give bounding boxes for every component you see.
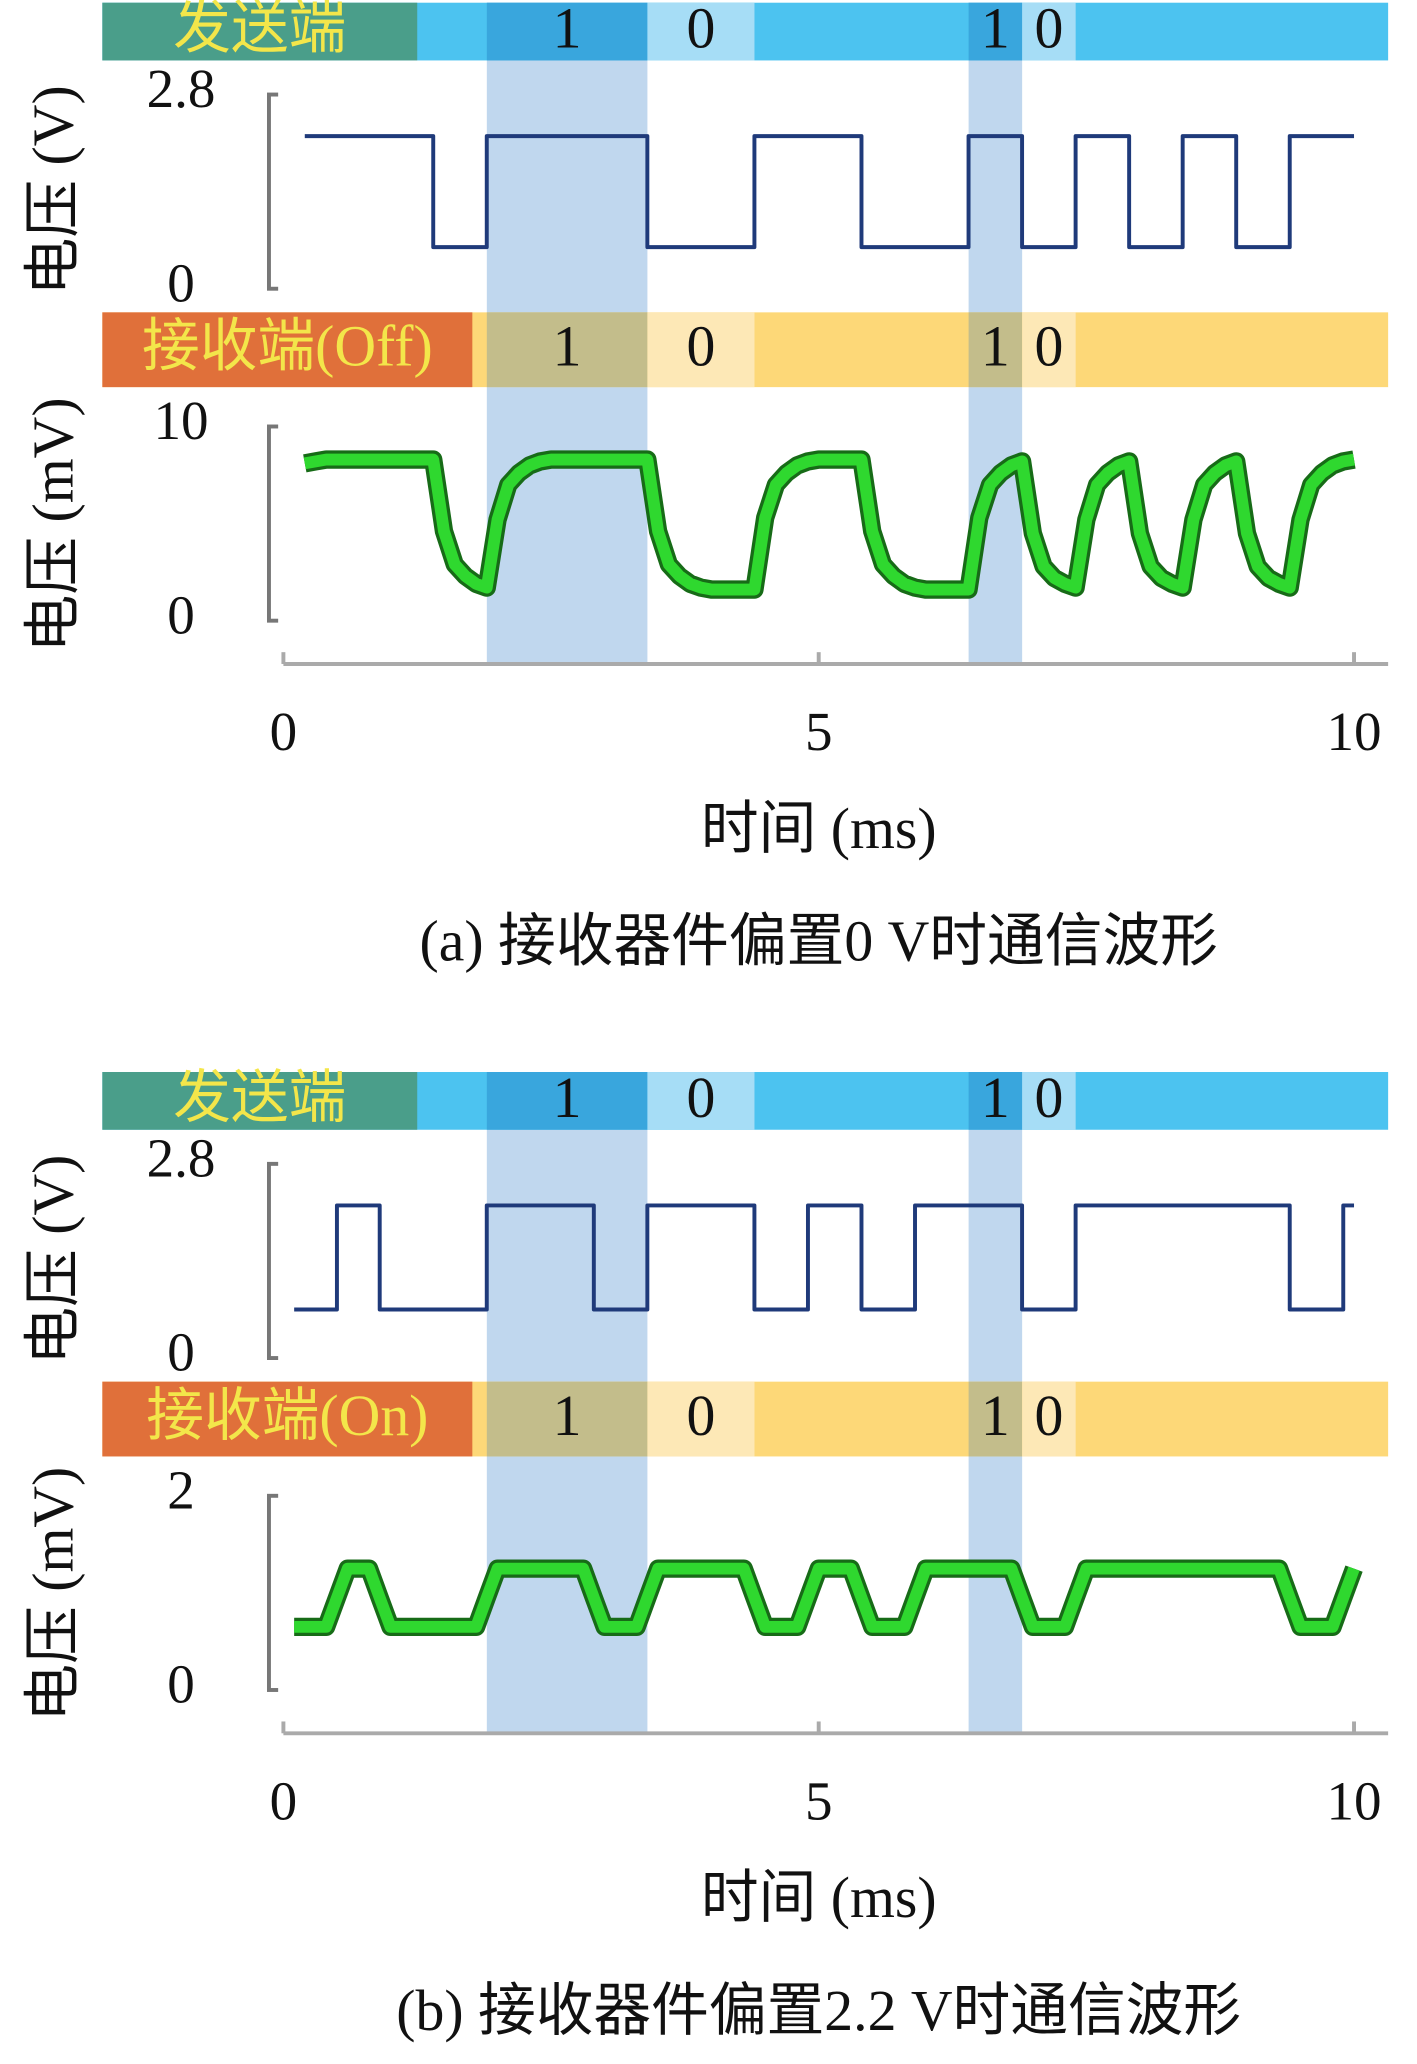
bit-segment <box>968 2 1023 61</box>
bit-label: 1 <box>553 0 582 60</box>
bit-label: 0 <box>1034 1385 1063 1448</box>
y-axis-label: 电压 (V) <box>22 85 85 295</box>
x-tick-label: 0 <box>270 701 298 762</box>
x-axis-label: 时间 (ms) <box>701 1867 937 1930</box>
bit-segment <box>486 1381 648 1457</box>
bit-segment <box>968 1072 1023 1130</box>
signal-trace <box>304 134 1355 250</box>
banner-label-box <box>102 2 418 61</box>
bit-label: 0 <box>687 1385 716 1448</box>
bit-label: 1 <box>553 316 582 379</box>
y-tick-label: 2.8 <box>147 1128 216 1189</box>
banner-label: 发送端 <box>173 1067 346 1130</box>
signal-trace <box>303 453 1356 596</box>
x-tick-label: 5 <box>805 1770 833 1831</box>
x-axis-label: 时间 (ms) <box>701 798 937 861</box>
bit-segment <box>1022 312 1076 388</box>
bit-segment <box>647 1381 755 1457</box>
bit-label: 0 <box>687 0 716 60</box>
caption: (a) 接收器件偏置0 V时通信波形 <box>420 911 1218 974</box>
banner-label-box <box>102 1072 418 1130</box>
bit-segment <box>486 1072 648 1130</box>
bit-segment <box>1022 2 1076 61</box>
bit-segment <box>968 312 1023 388</box>
bit-label: 1 <box>553 1385 582 1448</box>
y-axis-label: 电压 (V) <box>22 1155 85 1365</box>
signal-trace <box>294 1203 1355 1312</box>
signal-trace-outline <box>294 1559 1363 1637</box>
bit-segment <box>647 2 755 61</box>
bit-label: 1 <box>981 1067 1010 1130</box>
y-axis-label: 电压 (mV) <box>22 1467 85 1722</box>
signal-trace <box>294 1562 1360 1633</box>
banner-label-box <box>102 312 473 388</box>
bit-segment <box>486 312 648 388</box>
bit-label: 0 <box>687 316 716 379</box>
bit-label: 0 <box>1034 316 1063 379</box>
banner-label: 接收端(On) <box>146 1385 428 1448</box>
bit-label: 0 <box>1034 0 1063 60</box>
y-tick-label: 0 <box>167 252 195 313</box>
y-tick-label: 0 <box>167 1654 195 1715</box>
bit-label: 1 <box>981 0 1010 60</box>
bit-segment <box>1022 1072 1076 1130</box>
bit-label: 1 <box>553 1067 582 1130</box>
y-tick-label: 10 <box>154 390 209 451</box>
y-tick-label: 2 <box>167 1459 195 1520</box>
bit-label: 0 <box>687 1067 716 1130</box>
banner-label: 接收端(Off) <box>142 316 433 379</box>
y-tick-label: 0 <box>167 1322 195 1383</box>
bit-segment <box>647 312 755 388</box>
bit-segment <box>968 1381 1023 1457</box>
banner-label: 发送端 <box>173 0 346 60</box>
y-tick-label: 0 <box>167 584 195 645</box>
y-axis-label: 电压 (mV) <box>22 397 85 652</box>
bit-segment <box>486 2 648 61</box>
bit-label: 0 <box>1034 1067 1063 1130</box>
x-tick-label: 5 <box>805 701 833 762</box>
y-tick-label: 2.8 <box>147 58 216 119</box>
bit-segment <box>1022 1381 1076 1457</box>
x-tick-label: 10 <box>1326 701 1381 762</box>
bit-segment <box>647 1072 755 1130</box>
bit-label: 1 <box>981 316 1010 379</box>
caption: (b) 接收器件偏置2.2 V时通信波形 <box>396 1980 1241 2043</box>
x-tick-label: 10 <box>1326 1770 1381 1831</box>
bit-label: 1 <box>981 1385 1010 1448</box>
x-tick-label: 0 <box>270 1770 298 1831</box>
banner-label-box <box>102 1381 473 1457</box>
